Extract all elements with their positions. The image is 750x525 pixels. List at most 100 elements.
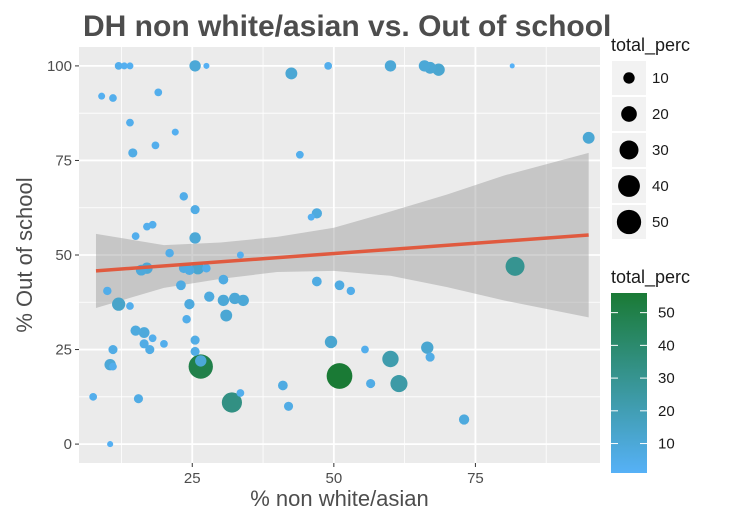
axis-ticks: 25 50 75 0 25 50 75 100 — [47, 58, 484, 487]
data-point — [130, 325, 141, 336]
data-point — [190, 335, 200, 345]
data-point — [114, 62, 123, 70]
data-point — [326, 363, 353, 389]
data-point — [509, 63, 515, 69]
data-point — [236, 251, 244, 259]
data-point — [278, 380, 288, 391]
data-point — [89, 392, 98, 401]
color-legend-label: 40 — [658, 337, 675, 354]
trend-line — [95, 233, 589, 273]
size-legend-label: 10 — [652, 70, 669, 87]
data-point — [128, 148, 138, 158]
data-point — [190, 346, 200, 356]
data-point — [179, 192, 188, 201]
data-point — [154, 88, 163, 97]
data-point — [307, 213, 315, 221]
size-legend-label: 40 — [652, 178, 669, 195]
data-point — [139, 339, 149, 349]
data-point — [236, 389, 245, 397]
data-point — [220, 309, 233, 322]
data-point — [133, 394, 144, 404]
data-point — [107, 441, 114, 448]
data-point — [103, 286, 112, 296]
data-point — [138, 327, 150, 338]
y-axis-title: % Out of school — [12, 177, 37, 332]
color-legend: total_perc 10 20 30 40 50 — [611, 267, 690, 473]
data-point — [195, 355, 207, 367]
data-point — [334, 280, 345, 291]
y-tick-label: 0 — [64, 436, 72, 453]
data-point — [390, 375, 408, 393]
color-legend-label: 50 — [658, 305, 675, 322]
data-point — [120, 62, 128, 70]
data-point — [184, 265, 195, 275]
data-point — [145, 344, 155, 355]
confidence-band — [95, 152, 589, 318]
size-legend-label: 20 — [652, 106, 669, 123]
data-point — [458, 414, 470, 425]
data-point — [204, 291, 215, 302]
data-point — [425, 352, 435, 362]
data-point — [346, 286, 356, 296]
data-point — [165, 248, 174, 258]
data-point — [582, 131, 595, 144]
data-point — [324, 62, 333, 70]
x-tick-label: 75 — [467, 470, 484, 487]
color-legend-label: 10 — [658, 436, 675, 453]
data-point — [217, 294, 230, 307]
data-point — [382, 350, 399, 368]
y-tick-label: 100 — [47, 58, 72, 75]
data-point — [202, 264, 211, 273]
x-axis-title: % non white/asian — [250, 486, 429, 511]
data-point — [285, 67, 298, 80]
data-point — [295, 150, 304, 159]
chart-title: DH non white/asian vs. Out of school — [83, 10, 611, 43]
data-point — [108, 344, 118, 355]
data-point — [189, 60, 201, 72]
color-legend-label: 30 — [658, 370, 675, 387]
confidence-band-area — [95, 152, 589, 318]
data-point — [171, 128, 179, 136]
data-point — [190, 205, 200, 215]
data-point — [126, 118, 134, 127]
size-legend: total_perc 10 20 30 40 50 — [611, 35, 690, 239]
data-point — [311, 276, 322, 287]
data-point — [421, 341, 434, 354]
data-point — [112, 297, 126, 311]
trend-line-group — [95, 233, 589, 273]
color-legend-label: 20 — [658, 403, 675, 420]
data-point — [109, 362, 117, 371]
size-legend-label: 30 — [652, 142, 669, 159]
data-point — [109, 94, 117, 102]
data-point — [184, 299, 195, 310]
x-tick-label: 50 — [325, 470, 342, 487]
size-legend-dot — [619, 140, 639, 160]
data-point — [384, 60, 397, 72]
x-tick-label: 25 — [184, 470, 201, 487]
data-point — [418, 60, 431, 72]
size-legend-dot — [623, 72, 635, 84]
data-point — [229, 292, 241, 305]
data-point — [148, 334, 157, 343]
data-point — [182, 315, 191, 324]
data-point — [283, 401, 294, 411]
data-point — [361, 345, 369, 354]
color-bar — [611, 293, 647, 473]
data-point — [148, 220, 157, 229]
size-legend-label: 50 — [652, 214, 669, 231]
data-point — [218, 274, 229, 285]
color-legend-title: total_perc — [611, 267, 690, 288]
data-point — [126, 302, 134, 310]
data-point — [203, 62, 210, 69]
data-point — [98, 92, 106, 100]
data-point — [366, 379, 376, 389]
size-legend-dot — [621, 106, 637, 122]
size-legend-dot — [618, 175, 640, 197]
data-point — [126, 62, 134, 70]
data-point — [237, 294, 249, 307]
data-point — [505, 256, 525, 276]
y-tick-label: 50 — [55, 247, 72, 264]
data-point — [151, 141, 160, 150]
y-tick-label: 25 — [55, 342, 72, 359]
